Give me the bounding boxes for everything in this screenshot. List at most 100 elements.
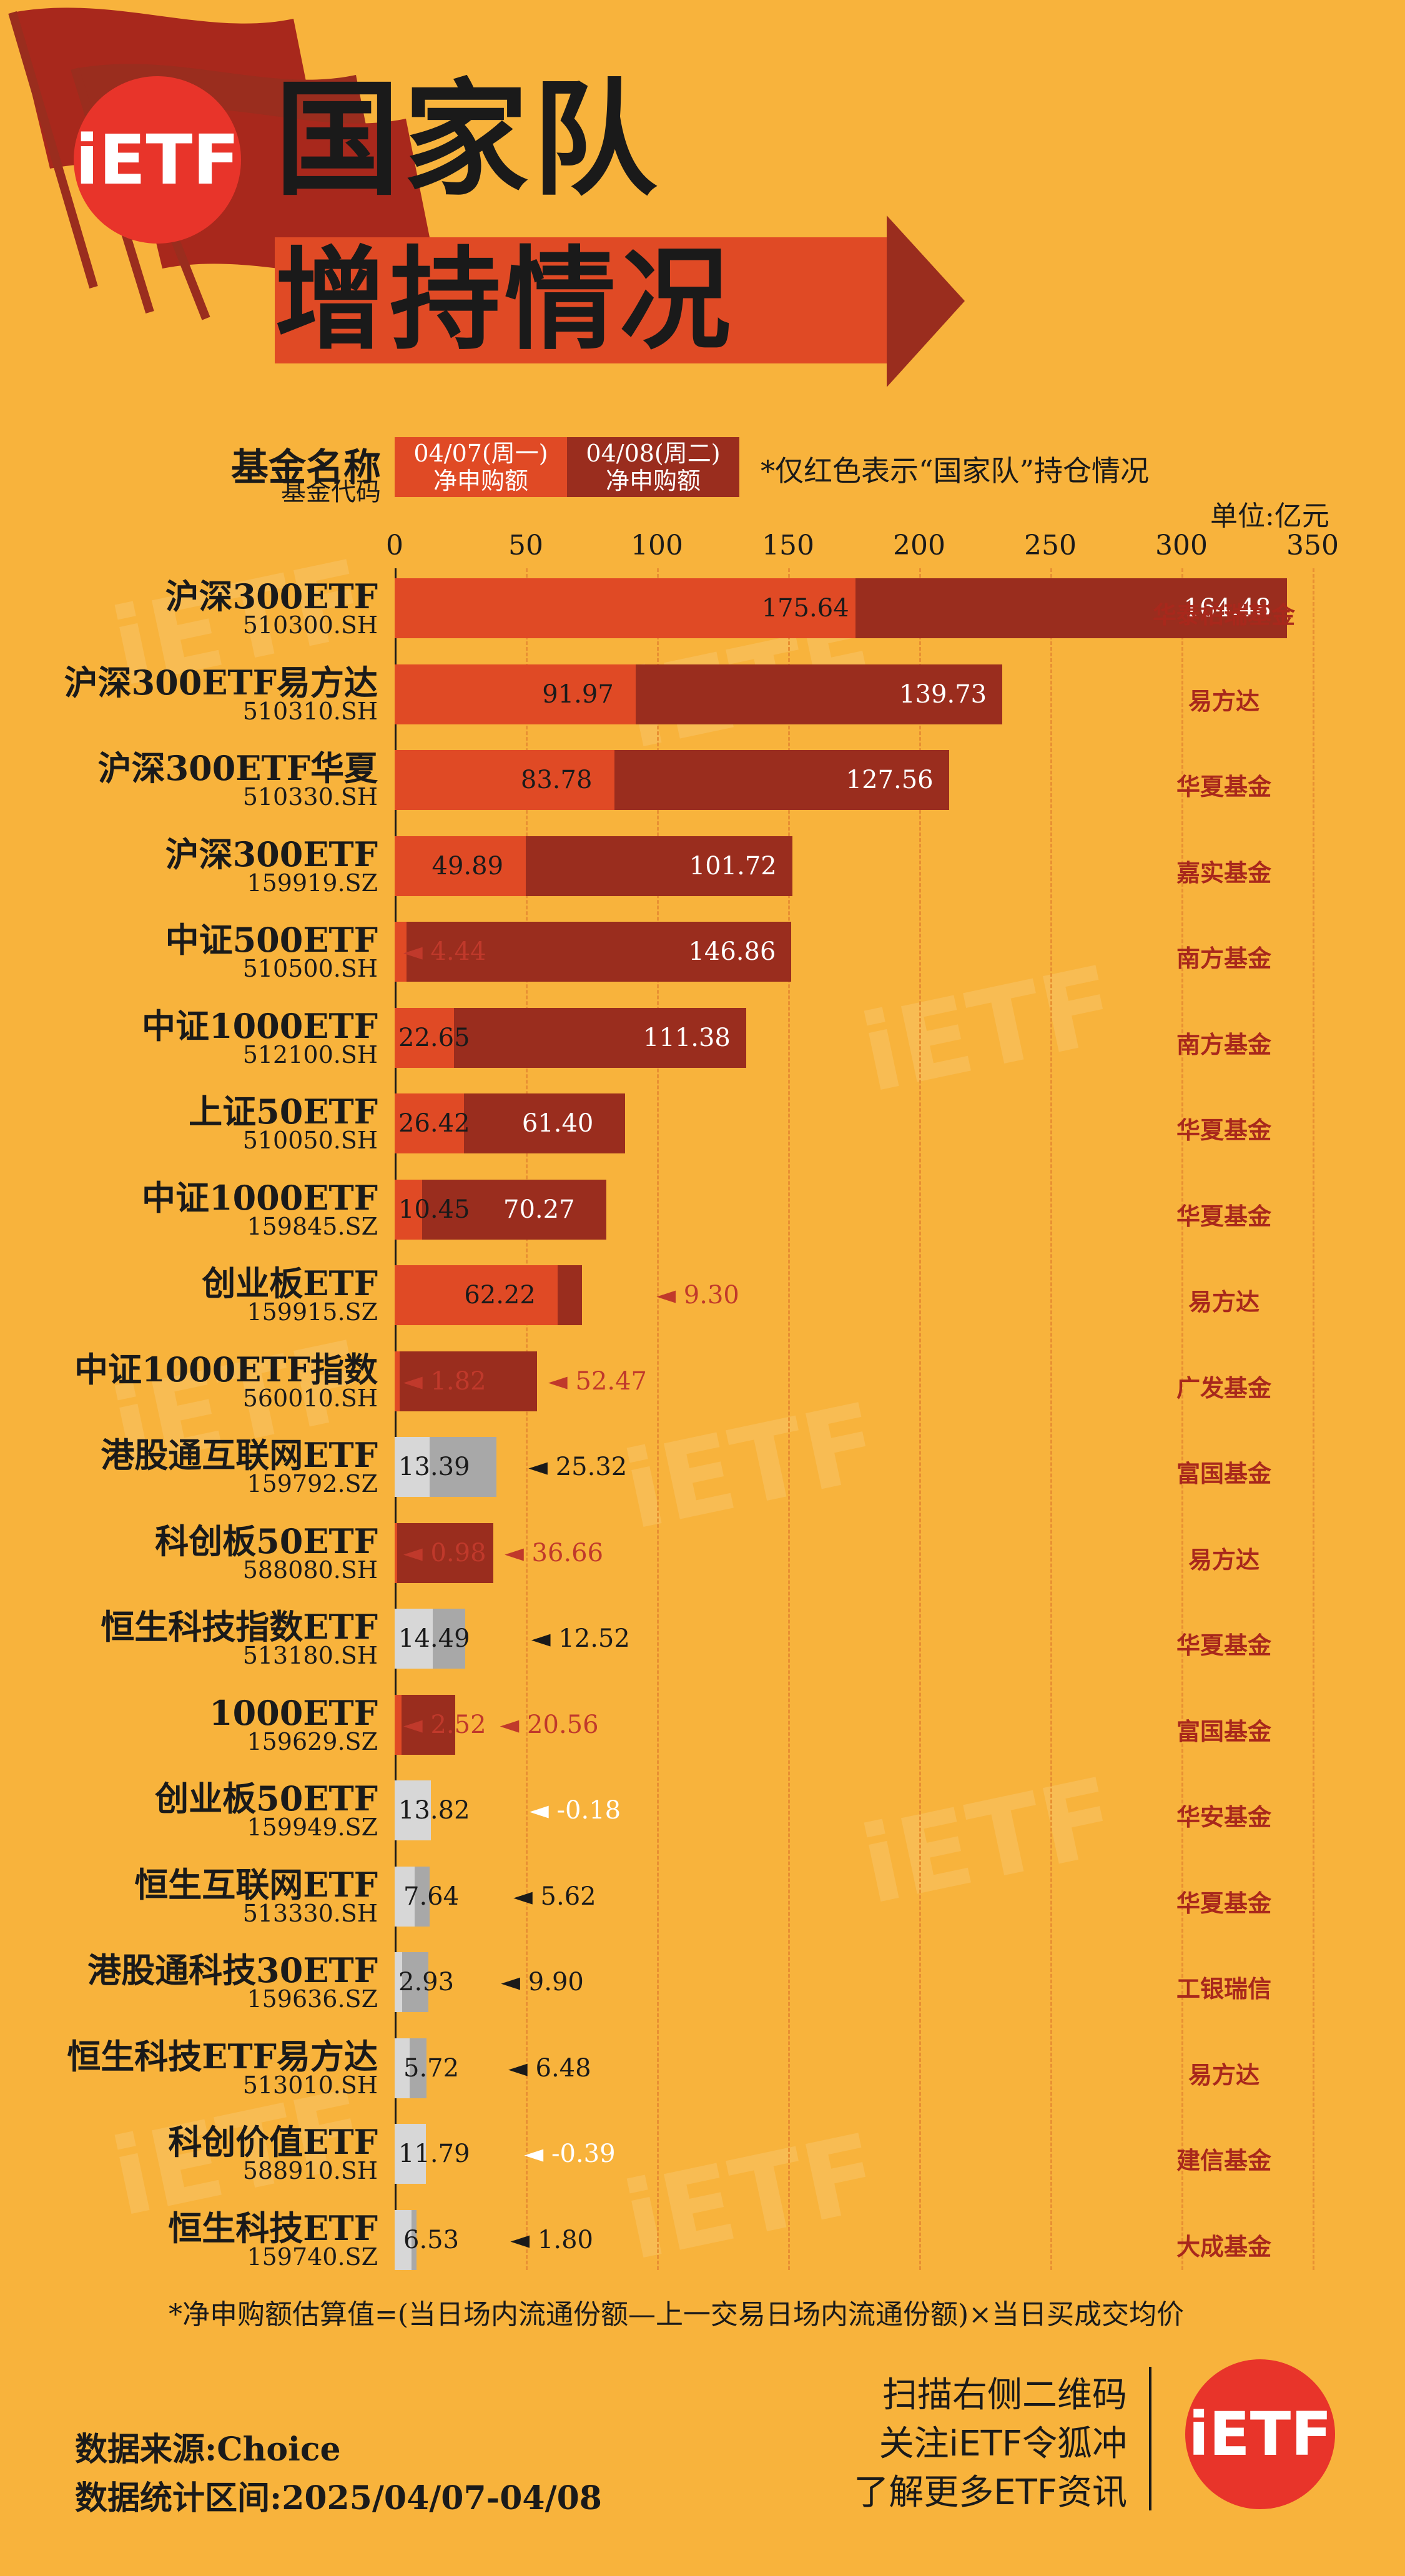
value-label-day1: 175.64 (761, 594, 849, 623)
value-label-day2: ◄ 5.62 (513, 1882, 596, 1911)
legend-day1: 04/07(周一) 净申购额 (395, 437, 567, 497)
fund-name: 科创价值ETF (168, 2122, 378, 2162)
value-label-day2: 139.73 (899, 679, 987, 709)
value-label-day1: 83.78 (520, 766, 593, 794)
formula-footnote: *净申购额估算值=(当日场内流通份额—上一交易日场内流通份额)×当日买成交均价 (169, 2299, 1185, 2331)
value-label-day2: 146.86 (688, 937, 776, 966)
value-label-day1: ◄ 0.98 (403, 1538, 486, 1567)
bar-day1 (395, 578, 855, 638)
bar-day1 (395, 1265, 558, 1325)
fund-code: 159740.SZ (247, 2243, 378, 2271)
fund-code: 588080.SH (242, 1556, 378, 1584)
fund-name: 中证500ETF (165, 920, 378, 960)
company-logo: 工银瑞信 (1176, 1975, 1271, 2003)
bar-day1 (395, 750, 614, 810)
value-label-day1: 7.64 (403, 1882, 460, 1911)
company-logo: 大成基金 (1176, 2233, 1271, 2261)
qr-text-3: 了解更多ETF资讯 (854, 2472, 1127, 2513)
fund-code: 510050.SH (242, 1127, 378, 1154)
company-logo: 建信基金 (1176, 2147, 1271, 2174)
company-logo: 华夏基金 (1176, 1889, 1271, 1917)
value-label-day1: 13.82 (398, 1796, 470, 1825)
company-logo: 易方达 (1188, 687, 1260, 715)
fund-code: 512100.SH (242, 1040, 378, 1068)
value-label-day1: ◄ 4.44 (403, 937, 486, 966)
value-label-day2: ◄ 20.56 (500, 1710, 599, 1739)
data-period: 数据统计区间:2025/04/07-04/08 (75, 2479, 602, 2517)
fund-name: 1000ETF (209, 1692, 378, 1733)
bar-day1 (395, 1952, 403, 2012)
gridline (919, 568, 921, 2270)
x-tick-label: 300 (1155, 530, 1208, 561)
fund-name: 中证1000ETF (142, 1005, 378, 1046)
bar-day2 (399, 1351, 537, 1411)
fund-name: 沪深300ETF (165, 576, 378, 616)
ietf-logo-bottom: iETF (1185, 2359, 1335, 2509)
ietf-logo: iETF (74, 76, 241, 244)
value-label-day2: 164.48 (1183, 594, 1271, 623)
fund-name: 恒生科技指数ETF (101, 1607, 378, 1647)
value-label-day1: 49.89 (431, 851, 504, 881)
fund-code: 510300.SH (242, 611, 378, 639)
value-label-day1: 91.97 (542, 679, 614, 709)
bar-day2 (406, 922, 792, 982)
bar-day1 (395, 1866, 415, 1927)
bar-day2 (558, 1265, 583, 1325)
fund-name: 上证50ETF (189, 1092, 378, 1132)
bar-day2 (525, 836, 792, 896)
title-line1: 国家队 (275, 67, 661, 213)
data-source: 数据来源:Choice (75, 2430, 341, 2469)
x-tick-label: 0 (386, 530, 403, 561)
title-line2: 增持情况 (275, 235, 734, 365)
bar-day2 (402, 1952, 428, 2012)
value-label-day1: 13.39 (398, 1453, 470, 1481)
bar-day2 (401, 1694, 455, 1755)
bar-day1 (395, 2038, 410, 2098)
value-label-day1: 14.49 (398, 1624, 470, 1653)
fund-name: 恒生科技ETF (168, 2208, 378, 2248)
company-logo: 易方达 (1188, 2061, 1260, 2089)
company-logo: 南方基金 (1176, 1030, 1271, 1059)
bar-day1 (395, 2209, 412, 2270)
company-logo: 易方达 (1188, 1288, 1260, 1316)
value-label-day2: 70.27 (503, 1195, 575, 1224)
value-label-day2: ◄ 9.30 (656, 1281, 739, 1310)
bar-day1 (395, 922, 407, 982)
bar-day1 (395, 1093, 464, 1153)
value-label-day1: 11.79 (398, 2139, 470, 2168)
arrow-icon (887, 215, 965, 387)
company-logo: 易方达 (1188, 1546, 1260, 1574)
value-label-day1: 22.65 (398, 1023, 470, 1052)
fund-code: 513010.SH (242, 2071, 378, 2099)
company-logo: 华夏基金 (1176, 1632, 1271, 1659)
bar-day2 (410, 2038, 427, 2098)
fund-code: 513330.SH (242, 1899, 378, 1927)
fund-code: 159919.SZ (247, 869, 378, 897)
gridline (1313, 568, 1314, 2270)
fund-name: 创业板50ETF (155, 1779, 378, 1818)
value-label-day1: ◄ 2.52 (403, 1710, 486, 1739)
x-tick-label: 100 (631, 530, 683, 561)
value-label-day2: ◄ 52.47 (548, 1366, 648, 1396)
fund-name: 恒生科技ETF易方达 (67, 2036, 378, 2076)
bar-day1 (395, 1437, 430, 1497)
bar-day1 (395, 1007, 455, 1068)
x-tick-label: 350 (1286, 530, 1339, 561)
qr-text-1: 扫描右侧二维码 (882, 2375, 1127, 2416)
x-tick-label: 250 (1024, 530, 1077, 561)
bar-day1 (395, 664, 636, 724)
company-logo: 华安基金 (1176, 1804, 1271, 1831)
fund-code: 510310.SH (242, 697, 378, 725)
unit-label: 单位:亿元 (1210, 500, 1329, 532)
bar-day1 (395, 1522, 398, 1583)
fund-name: 港股通科技30ETF (87, 1950, 378, 1990)
value-label-day2: ◄ 36.66 (505, 1538, 604, 1567)
value-label-day2: ◄ -0.18 (530, 1796, 621, 1825)
fund-code: 510330.SH (242, 783, 378, 811)
value-label-day2: ◄ 25.32 (528, 1453, 628, 1481)
x-tick-label: 150 (762, 530, 814, 561)
qr-text-2: 关注iETF令狐冲 (879, 2424, 1127, 2464)
gridline (788, 568, 790, 2270)
fund-name: 沪深300ETF (165, 834, 378, 874)
bar-day2 (636, 664, 1003, 724)
